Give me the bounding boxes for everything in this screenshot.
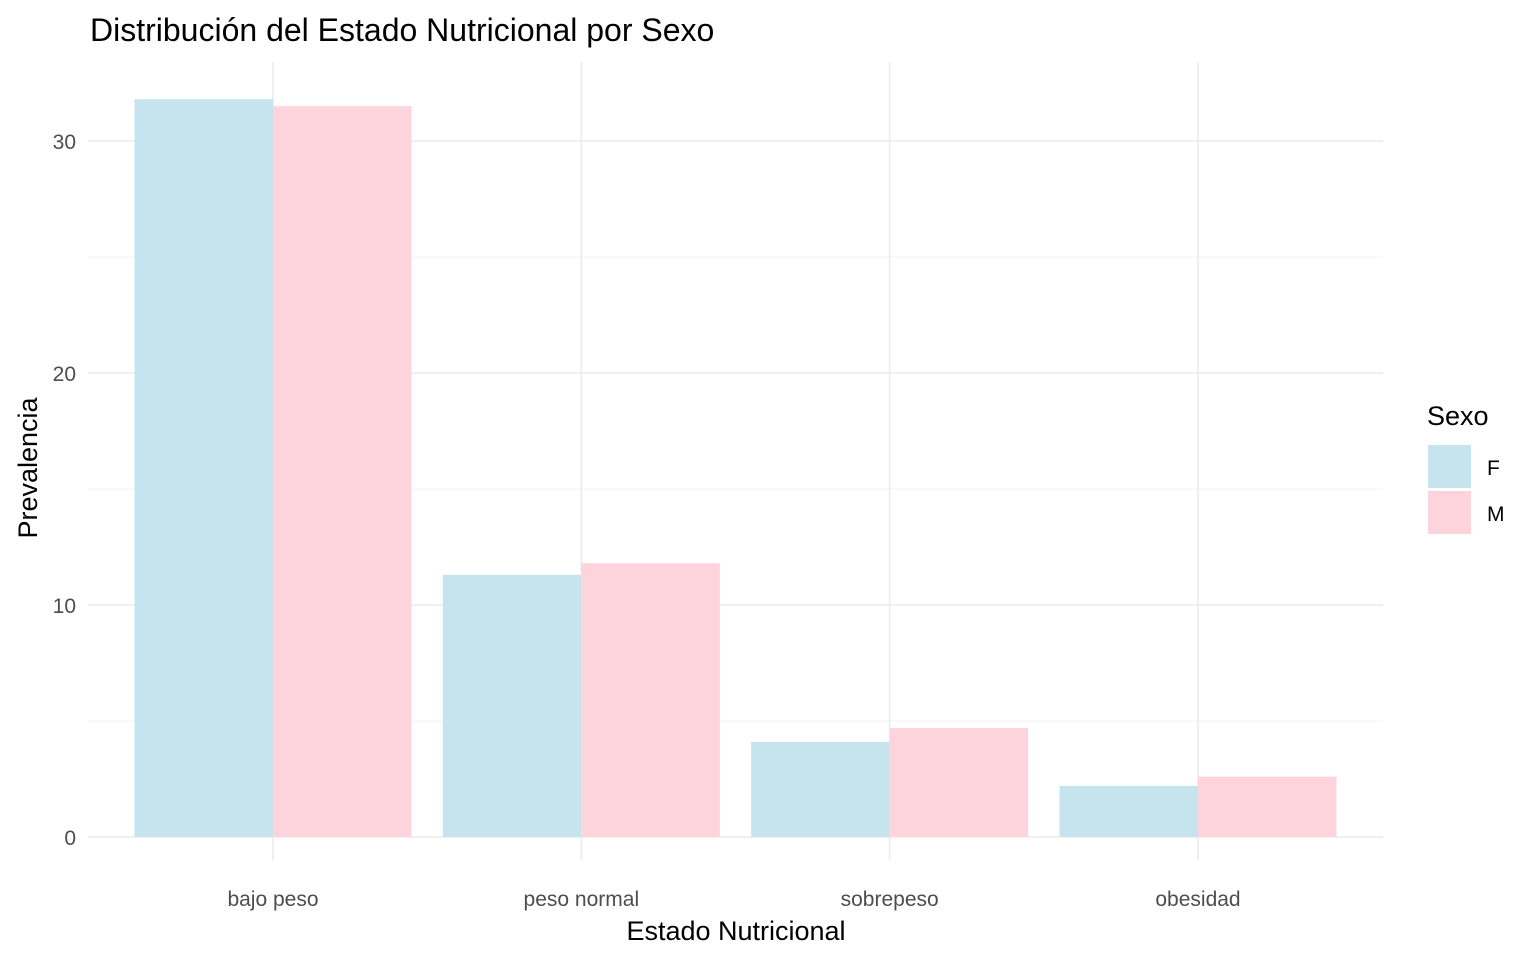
chart-title: Distribución del Estado Nutricional por … [90, 12, 714, 48]
bar-f-obesidad [1059, 785, 1198, 837]
y-tick-label: 30 [53, 131, 76, 154]
bar-m-obesidad [1198, 776, 1337, 837]
bar-f-bajo-peso [134, 99, 273, 838]
x-tick-label: obesidad [1155, 888, 1240, 911]
legend-key-f [1428, 445, 1471, 488]
y-tick-label: 20 [53, 363, 76, 386]
x-tick-label: sobrepeso [841, 888, 939, 911]
bar-m-bajo-peso [273, 106, 412, 837]
bar-f-peso-normal [442, 574, 582, 837]
bar-m-sobrepeso [889, 727, 1029, 837]
x-axis-ticks: bajo peso peso normal sobrepeso obesidad [227, 888, 1240, 911]
bar-m-peso-normal [581, 563, 720, 837]
y-axis-ticks: 0 10 20 30 [53, 131, 76, 850]
legend-label-f: F [1487, 457, 1500, 480]
legend: Sexo FM [1427, 401, 1505, 534]
x-tick-label: bajo peso [227, 888, 318, 911]
legend-key-m [1428, 491, 1471, 534]
legend-label-m: M [1487, 503, 1505, 526]
y-axis-title: Prevalencia [13, 396, 43, 538]
legend-title: Sexo [1427, 401, 1489, 431]
bar-f-sobrepeso [751, 741, 890, 837]
x-axis-title: Estado Nutricional [626, 916, 845, 946]
x-tick-label: peso normal [524, 888, 640, 911]
y-tick-label: 10 [53, 595, 76, 618]
bars [134, 99, 1337, 838]
y-tick-label: 0 [64, 827, 76, 850]
